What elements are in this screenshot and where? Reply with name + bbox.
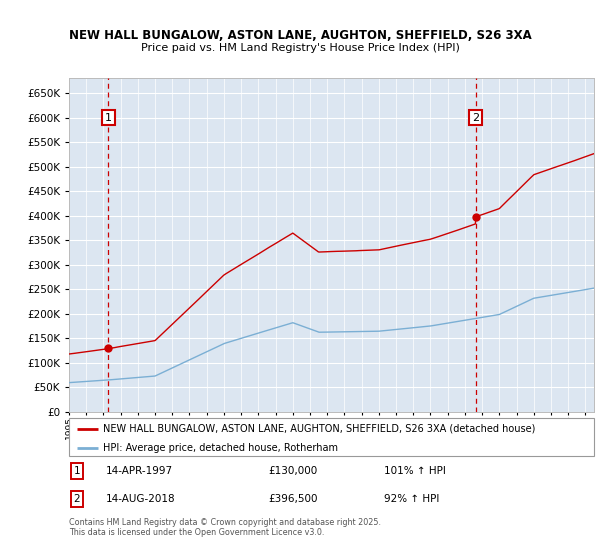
Text: 2: 2 xyxy=(472,113,479,123)
Text: £396,500: £396,500 xyxy=(269,494,318,504)
Text: 14-APR-1997: 14-APR-1997 xyxy=(106,466,173,476)
Text: 1: 1 xyxy=(105,113,112,123)
Text: 2: 2 xyxy=(74,494,80,504)
Text: 1: 1 xyxy=(74,466,80,476)
Text: Price paid vs. HM Land Registry's House Price Index (HPI): Price paid vs. HM Land Registry's House … xyxy=(140,43,460,53)
Text: HPI: Average price, detached house, Rotherham: HPI: Average price, detached house, Roth… xyxy=(103,443,338,453)
Text: £130,000: £130,000 xyxy=(269,466,318,476)
Text: 92% ↑ HPI: 92% ↑ HPI xyxy=(384,494,439,504)
Text: 101% ↑ HPI: 101% ↑ HPI xyxy=(384,466,446,476)
Text: Contains HM Land Registry data © Crown copyright and database right 2025.
This d: Contains HM Land Registry data © Crown c… xyxy=(69,518,381,538)
Text: NEW HALL BUNGALOW, ASTON LANE, AUGHTON, SHEFFIELD, S26 3XA (detached house): NEW HALL BUNGALOW, ASTON LANE, AUGHTON, … xyxy=(103,424,536,434)
Text: NEW HALL BUNGALOW, ASTON LANE, AUGHTON, SHEFFIELD, S26 3XA: NEW HALL BUNGALOW, ASTON LANE, AUGHTON, … xyxy=(68,29,532,42)
Text: 14-AUG-2018: 14-AUG-2018 xyxy=(106,494,175,504)
